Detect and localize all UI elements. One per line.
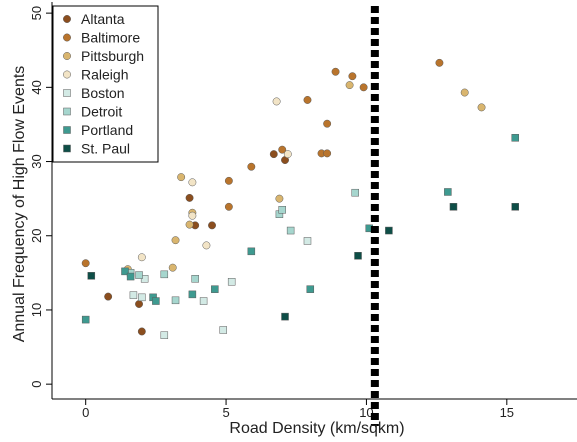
data-point [177,173,186,182]
data-point [444,188,452,196]
y-tick-label: 30 [29,154,44,168]
data-point [460,88,469,97]
data-point [211,285,219,293]
data-point [278,145,287,154]
data-point [247,247,256,256]
data-point [283,150,292,159]
data-point [202,241,211,250]
data-point [278,206,286,214]
legend-box [52,5,159,163]
legend-label: Detroit [81,104,122,120]
y-tick-label: 10 [29,303,44,317]
data-point [160,331,169,339]
data-point [129,291,138,299]
legend-label: Baltimore [81,30,140,46]
legend-marker [63,33,71,42]
x-axis-label: Road Density (km/sqkm) [229,420,404,437]
data-point [477,103,486,112]
legend: Altanta Baltimore Pittsburgh Raleigh Boston D… [52,5,159,163]
data-point [303,96,312,104]
data-point [511,203,519,211]
data-point [323,149,332,158]
data-point [188,178,197,187]
data-point [449,203,458,211]
data-point [137,253,146,262]
axes [51,2,577,400]
y-tick-label: 50 [29,6,44,20]
legend-marker [63,126,71,134]
legend-marker [63,52,71,60]
axis-ticks: 0 5 10 15 0 10 20 30 40 50 [29,6,514,420]
legend-label: St. Paul [81,141,130,157]
data-point [306,285,315,293]
data-point [224,176,233,185]
data-point [191,275,199,283]
data-point [435,58,444,67]
y-tick-label: 40 [29,80,44,94]
data-point [227,278,236,286]
data-point [351,188,359,197]
data-point [269,150,278,159]
data-point [286,226,295,235]
data-point [168,263,177,272]
data-point [208,221,216,230]
data-point [81,259,90,268]
data-point [348,72,357,81]
data-points [81,58,519,339]
data-point [272,97,281,106]
data-point [81,315,90,324]
data-point [171,296,180,305]
data-point [87,272,96,280]
legend-marker [63,144,71,153]
legend-label: Pittsburgh [81,48,144,64]
legend-label: Raleigh [81,67,128,83]
y-axis-label: Annual Frequency of High Flow Events [11,66,28,343]
data-point [323,119,332,128]
legend-label: Altanta [81,11,125,27]
data-point [385,226,393,235]
data-point [219,326,228,334]
data-point [224,202,233,211]
y-tick-label: 20 [29,229,44,243]
data-point [104,292,113,301]
data-point [121,267,129,276]
x-tick-label: 15 [500,405,514,420]
x-tick-label: 10 [359,405,373,420]
legend-label: Portland [81,122,133,138]
data-point [199,297,208,305]
data-point [160,270,169,279]
data-point [303,237,312,245]
data-point [511,134,519,142]
legend-label: Boston [81,85,125,101]
data-point [137,327,146,336]
data-point [185,220,194,229]
legend-marker [63,15,71,23]
data-point [275,194,284,203]
x-tick-label: 5 [222,405,229,420]
data-point [135,271,143,279]
data-point [281,312,289,321]
data-point [188,290,197,299]
x-tick-label: 0 [82,405,89,420]
legend-marker [63,107,71,116]
data-point [359,83,368,92]
data-point [152,297,160,305]
legend-marker [63,70,71,79]
data-point [188,211,197,220]
legend-marker [63,89,71,97]
data-point [135,300,143,308]
data-point [138,293,146,302]
y-tick-label: 0 [29,381,44,388]
data-point [354,252,362,260]
data-point [331,67,340,76]
data-point [345,81,354,90]
data-point [171,236,180,245]
data-point [185,193,194,202]
data-point [126,272,135,281]
data-point [247,162,256,171]
